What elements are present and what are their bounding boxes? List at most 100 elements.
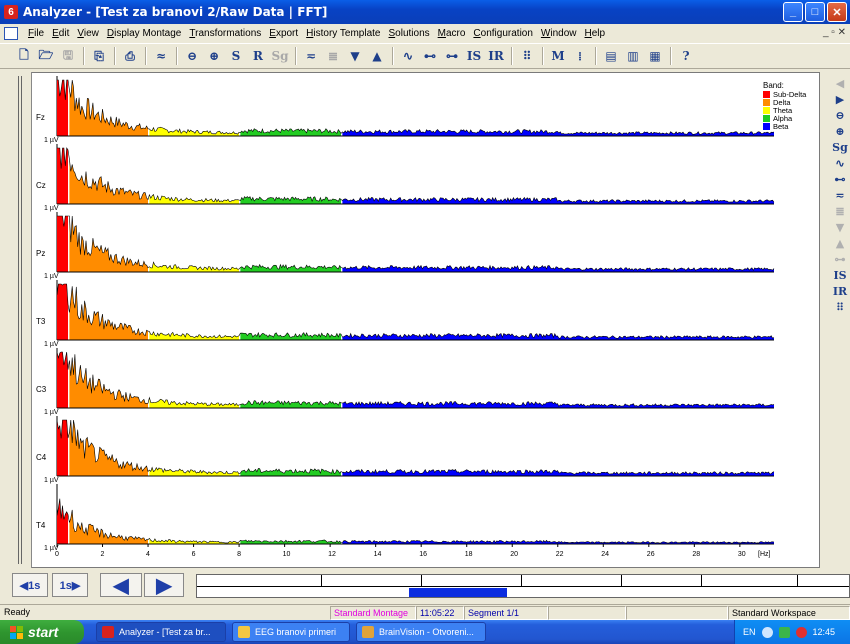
right-is-icon[interactable]: IS [833, 269, 847, 282]
new-icon[interactable]: 🗋 [19, 47, 29, 62]
menu-file[interactable]: File [28, 28, 45, 39]
start-button[interactable]: start [0, 620, 84, 644]
is-icon[interactable]: IS [466, 49, 482, 63]
copy-icon[interactable]: ⎘ [94, 48, 104, 63]
marker-icon[interactable]: ⊶ [446, 49, 458, 63]
layout-a-icon[interactable]: ▤ [605, 49, 617, 63]
menu-export[interactable]: Export [269, 28, 299, 39]
x-tick-label: 0 [55, 551, 59, 558]
scale-s-icon[interactable]: S [231, 49, 241, 63]
zoom-in-icon[interactable]: ⊕ [208, 49, 220, 63]
legend-label-theta: Theta [773, 106, 793, 115]
print-icon[interactable]: ⎙ [125, 48, 135, 63]
zoom-out-icon[interactable]: ⊖ [186, 49, 198, 63]
right-sg-icon[interactable]: Sg [832, 141, 848, 154]
legend-swatch-sub-delta [763, 91, 770, 98]
help-icon[interactable]: ? [682, 49, 690, 63]
right-up-icon[interactable]: ▲ [835, 237, 845, 250]
forward-1s-button[interactable]: 1s▶ [52, 573, 88, 597]
time-scrollbar[interactable] [196, 574, 850, 598]
open-icon[interactable]: 🗁 [38, 47, 54, 62]
band-fill-sub-delta [57, 420, 69, 476]
taskbar: start Analyzer - [Test za br... EEG bran… [0, 620, 850, 644]
band-fill-sub-delta [57, 284, 69, 340]
channels-icon[interactable]: ≂ [305, 49, 317, 63]
task-analyzer[interactable]: Analyzer - [Test za br... [96, 622, 226, 642]
right-channels-icon[interactable]: ≂ [835, 189, 845, 202]
document-icon[interactable] [4, 27, 18, 40]
channel-label: Cz [36, 181, 46, 190]
right-baseline-icon[interactable]: ⊷ [834, 173, 846, 186]
band-fill-delta [69, 420, 149, 476]
layout-b-icon[interactable]: ▥ [627, 49, 639, 63]
right-scroll-right-icon[interactable]: ▶ [835, 93, 845, 106]
save-icon[interactable]: 🖫 [62, 47, 74, 62]
baseline-icon[interactable]: ⊷ [424, 49, 436, 63]
up-icon[interactable]: ▲ [372, 49, 382, 63]
legend-swatch-alpha [763, 115, 770, 122]
maximize-button[interactable]: □ [805, 2, 825, 22]
task-brainvision[interactable]: BrainVision - Otvoreni... [356, 622, 486, 642]
minimize-button[interactable]: _ [783, 2, 803, 22]
menu-help[interactable]: Help [584, 28, 606, 39]
task-explorer[interactable]: EEG branovi primeri [232, 622, 350, 642]
clock: 12:45 [812, 627, 836, 637]
status-segment: Segment 1/1 [464, 606, 548, 620]
layout-c-icon[interactable]: ▦ [649, 49, 661, 63]
menu-edit[interactable]: Edit [52, 28, 70, 39]
m-icon[interactable]: M [551, 49, 565, 63]
right-ir-icon[interactable]: IR [832, 285, 848, 298]
back-1s-button[interactable]: ◀1s [12, 573, 48, 597]
menu-window[interactable]: Window [540, 28, 577, 39]
app-icon[interactable]: 6 [4, 5, 18, 19]
task-label: BrainVision - Otvoreni... [379, 627, 474, 637]
right-zoom-out-icon[interactable]: ⊖ [835, 109, 845, 122]
right-marker-icon[interactable]: ⊶ [834, 253, 846, 266]
menu-history-template[interactable]: History Template [306, 28, 381, 39]
status-empty-2 [626, 606, 728, 620]
channel-gutter[interactable] [8, 72, 32, 568]
band-fill-beta [342, 401, 774, 408]
page-back-button[interactable]: ◀ [100, 573, 142, 597]
menu-solutions[interactable]: Solutions [388, 28, 430, 39]
menu-view[interactable]: View [77, 28, 99, 39]
toolbar-separator [114, 47, 115, 65]
main-toolbar: 🗋 🗁 🖫 ⎘ ⎙ ≈ ⊖ ⊕ S R Sg ≂ ≣ ▼ ▲ ∿ ⊷ ⊶ IS IR ⠿ M ⁞ ▤ ▥ ▦? [0, 43, 850, 69]
menu-macro[interactable]: Macro [437, 28, 466, 39]
right-grid-icon[interactable]: ⠿ [835, 301, 845, 314]
scale-r-icon[interactable]: R [253, 49, 263, 63]
wave-icon[interactable]: ∿ [402, 49, 414, 63]
mdi-controls[interactable]: _ ▫ ✕ [822, 27, 846, 38]
sg-icon[interactable]: Sg [271, 49, 289, 63]
right-scroll-left-icon[interactable]: ◀ [835, 77, 845, 90]
markers-icon[interactable]: ⁞ [578, 48, 582, 63]
status-time: 11:05:22 [416, 606, 464, 620]
right-stack-icon[interactable]: ≣ [835, 205, 845, 218]
x-tick-label: 2 [101, 551, 105, 558]
band-fill-alpha [240, 332, 342, 340]
right-zoom-in-icon[interactable]: ⊕ [835, 125, 845, 138]
close-button[interactable]: ✕ [827, 2, 847, 22]
language-indicator[interactable]: EN [743, 627, 756, 637]
menu-configuration[interactable]: Configuration [473, 28, 533, 39]
menu-display-montage[interactable]: Display Montage [106, 28, 182, 39]
band-fill-delta [69, 159, 149, 204]
right-down-icon[interactable]: ▼ [835, 221, 845, 234]
ir-icon[interactable]: IR [488, 49, 504, 63]
stack-icon[interactable]: ≣ [327, 49, 339, 63]
page-forward-button[interactable]: ▶ [144, 573, 184, 597]
overlay-icon[interactable]: ≈ [155, 49, 167, 63]
band-fill-theta [149, 127, 240, 136]
network-icon[interactable] [761, 626, 773, 638]
task-label: Analyzer - [Test za br... [119, 627, 211, 637]
security-icon[interactable] [778, 626, 790, 638]
menu-transformations[interactable]: Transformations [189, 28, 262, 39]
navigation-bar: ◀1s 1s▶ ◀ ▶ [0, 570, 850, 604]
scroll-thumb[interactable] [409, 588, 507, 597]
right-wave-icon[interactable]: ∿ [835, 157, 845, 170]
band-fill-beta [342, 129, 774, 136]
alert-icon[interactable] [795, 626, 807, 638]
down-icon[interactable]: ▼ [350, 49, 360, 63]
toolbar-separator [392, 47, 393, 65]
grid-icon[interactable]: ⠿ [522, 49, 532, 63]
